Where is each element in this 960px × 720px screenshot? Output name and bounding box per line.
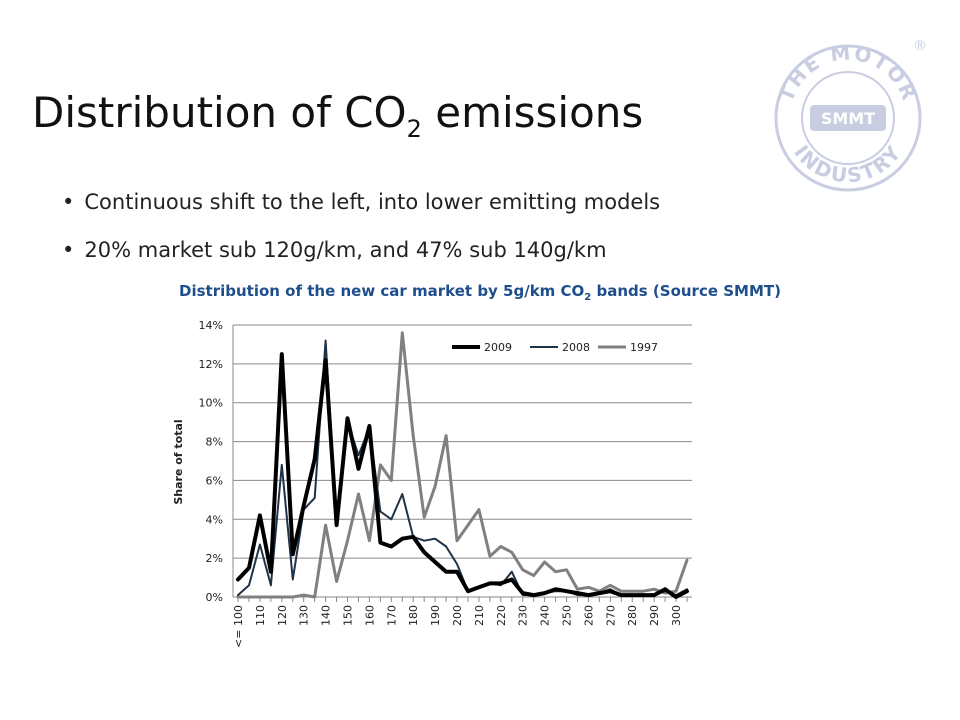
x-tick-label: 160 — [363, 605, 376, 626]
legend: 2009 2008 1997 — [452, 341, 658, 354]
x-tick-label: 180 — [407, 605, 420, 626]
legend-label-2008: 2008 — [562, 341, 590, 354]
chart-title-subscript: 2 — [584, 292, 592, 303]
axis-layer: 0% 2% 4% 6% 8% 10% 12% 14% <= 100 110 120 130 140 150… — [199, 319, 692, 648]
x-tick-label: 230 — [517, 605, 530, 626]
y-tick-label: 12% — [199, 358, 223, 371]
y-tick-label: 14% — [199, 319, 223, 332]
bullet-list: Continuous shift to the left, into lower… — [62, 183, 660, 279]
x-tick-label: 260 — [582, 605, 595, 626]
slide-title-main: Distribution of CO — [32, 88, 407, 137]
x-tick-label: 250 — [561, 605, 574, 626]
chart-title: Distribution of the new car market by 5g… — [0, 282, 960, 303]
y-tick-label: 6% — [206, 474, 223, 487]
smmt-logo: THE MOTOR INDUSTRY SMMT ® — [774, 38, 927, 192]
series-line-1997 — [236, 331, 689, 599]
grid-layer — [233, 324, 692, 598]
chart-title-end: bands (Source SMMT) — [591, 282, 781, 300]
legend-label-2009: 2009 — [484, 341, 512, 354]
series-line-2008 — [237, 339, 688, 597]
x-tick-label: 190 — [429, 605, 442, 626]
x-tick-label: 210 — [473, 605, 486, 626]
x-tick-label: 280 — [626, 605, 639, 626]
logo-ring-text-bottom: INDUSTRY — [789, 140, 906, 188]
x-tick-label: 300 — [670, 605, 683, 626]
y-axis-label: Share of total — [172, 419, 185, 504]
series-line-2009 — [236, 352, 689, 599]
x-tick-label: 200 — [451, 605, 464, 626]
logo-registered-mark: ® — [913, 38, 927, 54]
x-tick-label: 170 — [385, 605, 398, 626]
x-tick-label: 220 — [495, 605, 508, 626]
slide-title-end: emissions — [421, 88, 644, 137]
x-tick-label: 240 — [539, 605, 552, 626]
x-tick-label: 130 — [298, 605, 311, 626]
y-tick-label: 4% — [206, 513, 223, 526]
x-tick-label: 140 — [320, 605, 333, 626]
bullet-item: 20% market sub 120g/km, and 47% sub 140g… — [62, 231, 660, 279]
y-tick-label: 0% — [206, 591, 223, 604]
y-tick-label: 10% — [199, 397, 223, 410]
slide-title: Distribution of CO2 emissions — [32, 88, 643, 143]
x-tick-label: 120 — [276, 605, 289, 626]
x-tick-label: 110 — [254, 605, 267, 626]
x-tick-label: 150 — [342, 605, 355, 626]
logo-ring-bottom-path: INDUSTRY — [789, 140, 904, 188]
y-tick-label: 2% — [206, 552, 223, 565]
chart-title-main: Distribution of the new car market by 5g… — [179, 282, 585, 300]
y-tick-label: 8% — [206, 436, 223, 449]
series-layer — [236, 331, 689, 599]
slide-title-subscript: 2 — [406, 115, 422, 143]
logo-center-text: SMMT — [821, 109, 875, 128]
x-tick-label: 290 — [648, 605, 661, 626]
x-tick-label: <= 100 — [232, 605, 245, 648]
legend-label-1997: 1997 — [630, 341, 658, 354]
x-tick-label: 270 — [604, 605, 617, 626]
bullet-item: Continuous shift to the left, into lower… — [62, 183, 660, 231]
